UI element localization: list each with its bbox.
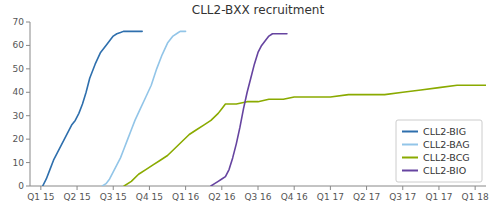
legend-swatch — [402, 144, 418, 146]
x-tick — [40, 186, 41, 190]
x-tick-label: Q2 15 — [63, 192, 90, 202]
y-tick-label: 30 — [13, 111, 25, 121]
legend-label: CLL2-BAG — [423, 139, 470, 150]
y-tick — [26, 45, 30, 46]
y-tick — [26, 92, 30, 93]
legend: CLL2-BIG CLL2-BAG CLL2-BCG CLL2-BIO — [396, 120, 482, 182]
series-line — [124, 85, 486, 186]
x-tick — [185, 186, 186, 190]
y-tick-label: 40 — [13, 87, 25, 97]
x-tick-label: Q1 17 — [425, 192, 452, 202]
legend-swatch — [402, 170, 418, 172]
y-tick — [26, 186, 30, 187]
y-tick-label: 60 — [13, 40, 25, 50]
y-tick-label: 50 — [13, 64, 25, 74]
y-tick-label: 20 — [13, 134, 25, 144]
x-tick — [366, 186, 367, 190]
x-tick — [149, 186, 150, 190]
x-tick-label: Q2 16 — [208, 192, 235, 202]
y-tick — [26, 162, 30, 163]
plot-area — [43, 31, 486, 186]
x-tick-label: Q1 17 — [317, 192, 344, 202]
title: CLL2-BXX recruitment — [192, 3, 325, 17]
legend-box — [396, 120, 482, 182]
x-tick — [221, 186, 222, 190]
x-tick — [438, 186, 439, 190]
legend-swatch — [402, 157, 418, 159]
x-tick-label: Q3 16 — [244, 192, 271, 202]
x-tick-label: Q4 15 — [136, 192, 163, 202]
y-tick — [26, 22, 30, 23]
x-tick-label: Q1 18 — [462, 192, 489, 202]
x-tick-label: Q3 15 — [100, 192, 127, 202]
y-tick-label: 0 — [18, 181, 24, 191]
legend-label: CLL2-BIG — [423, 126, 466, 137]
y-tick — [26, 115, 30, 116]
y-tick-label: 70 — [13, 17, 25, 27]
legend-label: CLL2-BIO — [423, 165, 466, 176]
x-tick-label: Q3 17 — [389, 192, 416, 202]
series-line — [211, 34, 287, 186]
legend-swatch — [402, 131, 418, 133]
y-tick-label: 10 — [13, 158, 25, 168]
x-tick-label: Q1 15 — [27, 192, 54, 202]
series-line — [102, 31, 185, 186]
series-line — [43, 31, 143, 186]
legend-label: CLL2-BCG — [423, 152, 470, 163]
x-tick — [294, 186, 295, 190]
chart: CLL2-BXX recruitment Q1 15 Q2 15 Q3 15 Q4 15… — [0, 0, 500, 206]
x-tick-label: Q1 16 — [172, 192, 199, 202]
x-tick — [402, 186, 403, 190]
x-tick — [475, 186, 476, 190]
x-tick — [330, 186, 331, 190]
x-tick — [258, 186, 259, 190]
x-tick-label: Q2 17 — [353, 192, 380, 202]
y-tick — [26, 68, 30, 69]
y-tick — [26, 139, 30, 140]
x-tick-label: Q4 16 — [281, 192, 308, 202]
x-tick — [77, 186, 78, 190]
x-tick — [113, 186, 114, 190]
y-axis — [30, 22, 31, 186]
